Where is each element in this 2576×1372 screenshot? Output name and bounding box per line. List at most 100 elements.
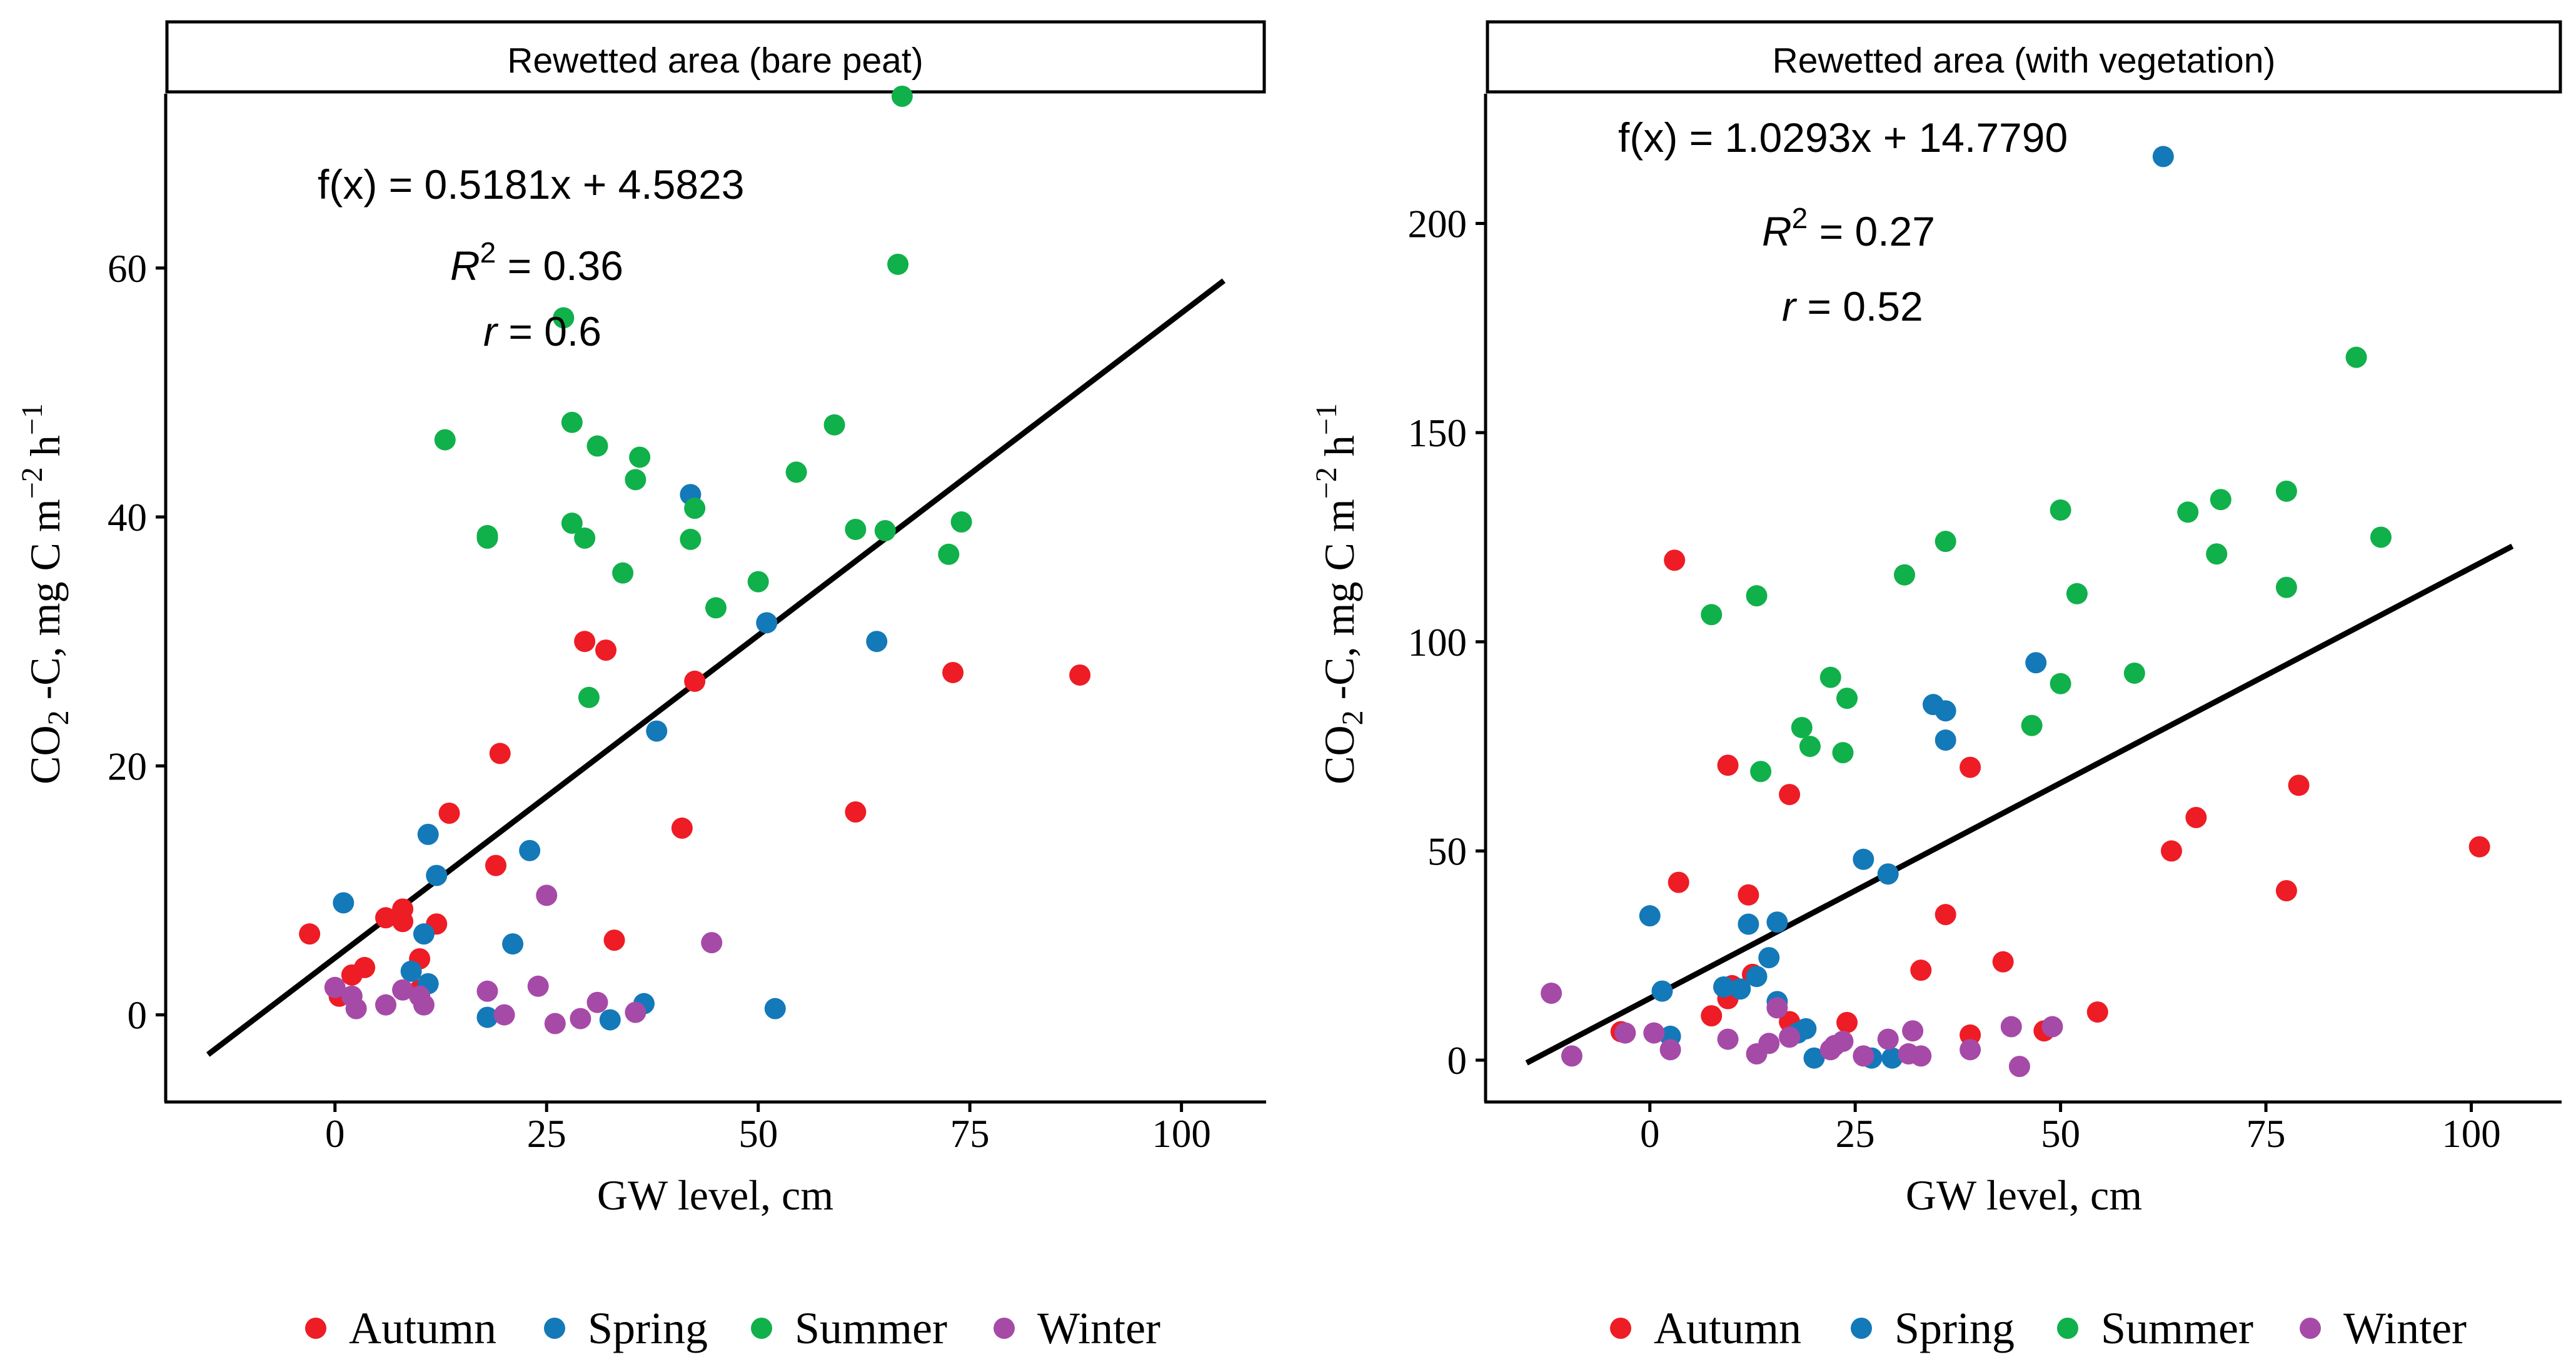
point-summer	[2066, 583, 2088, 604]
y-tick-label: 100	[1408, 621, 1467, 664]
point-winter	[2008, 1056, 2030, 1078]
ylabel-sub: 2	[1336, 710, 1369, 725]
legend-label-winter: Winter	[2343, 1303, 2467, 1353]
x-tick-label: 75	[2246, 1112, 2286, 1156]
point-autumn	[942, 661, 964, 683]
point-summer	[476, 524, 498, 546]
y-tick-label: 40	[108, 496, 147, 539]
point-summer	[2050, 673, 2071, 694]
point-spring	[1935, 729, 1956, 751]
x-tick-label: 50	[738, 1112, 778, 1156]
r-correlation: r = 0.6	[483, 308, 601, 354]
ylabel-mid: -C, mg C m	[1316, 499, 1363, 710]
x-tick-label: 0	[325, 1112, 345, 1156]
point-summer	[1750, 761, 1772, 783]
panel-title-strip	[165, 20, 1266, 94]
legend: Autumn Spring Summer Winter	[305, 1303, 1160, 1353]
x-tick-label: 0	[1640, 1112, 1660, 1156]
x-tick-label: 75	[950, 1112, 990, 1156]
point-autumn	[603, 929, 625, 951]
legend-marker-autumn	[305, 1318, 326, 1339]
point-autumn	[2288, 774, 2310, 796]
point-spring	[502, 933, 524, 955]
r-squared: R2 = 0.36	[450, 236, 623, 289]
point-autumn	[1910, 959, 1932, 981]
data-points	[299, 85, 1091, 1034]
point-winter	[375, 994, 396, 1016]
point-spring	[413, 923, 435, 945]
ylabel-sup1: −2	[16, 467, 49, 499]
regression-line-path	[206, 278, 1226, 1057]
legend-marker-winter	[2300, 1318, 2321, 1339]
point-autumn	[845, 801, 867, 823]
point-autumn	[392, 911, 414, 933]
point-summer	[629, 446, 651, 468]
r2-symbol: R	[1762, 208, 1792, 254]
r-correlation: r = 0.52	[1782, 283, 1923, 329]
point-winter	[493, 1004, 515, 1026]
point-winter	[1561, 1045, 1582, 1067]
point-summer	[680, 528, 702, 550]
point-autumn	[375, 907, 396, 929]
panel-title: Rewetted area (with vegetation)	[1773, 41, 2276, 81]
regression-line	[1525, 543, 2514, 1066]
point-spring	[1729, 978, 1751, 1000]
point-summer	[2370, 526, 2392, 548]
point-winter	[476, 980, 498, 1002]
point-spring	[476, 1006, 498, 1028]
point-winter	[1853, 1045, 1874, 1067]
legend-label-autumn: Autumn	[1654, 1303, 1801, 1353]
point-spring	[646, 720, 668, 742]
point-summer	[434, 429, 456, 451]
point-winter	[586, 991, 608, 1013]
point-autumn	[485, 854, 506, 876]
ylabel-pre: CO	[1316, 725, 1363, 784]
point-spring	[1935, 700, 1956, 722]
point-summer	[2123, 662, 2145, 684]
point-winter	[1614, 1022, 1636, 1044]
point-summer	[891, 85, 913, 107]
r-value: = 0.6	[497, 308, 601, 354]
ylabel-sup2: −1	[16, 403, 49, 435]
point-summer	[705, 597, 727, 619]
legend-marker-autumn	[1610, 1318, 1631, 1339]
point-spring	[519, 839, 541, 861]
point-spring	[1877, 863, 1899, 885]
point-autumn	[1836, 1011, 1858, 1033]
r2-sup: 2	[1792, 202, 1808, 234]
r2-value: = 0.36	[496, 243, 623, 289]
point-winter	[2041, 1016, 2063, 1038]
ticks: 0 25 50 75 100 0 20 40 60	[108, 247, 1211, 1156]
r-value: = 0.52	[1796, 283, 1923, 329]
point-autumn	[1701, 1005, 1723, 1027]
r-squared: R2 = 0.27	[1762, 202, 1935, 254]
point-spring	[2152, 146, 2174, 168]
point-summer	[1935, 531, 1956, 553]
point-winter	[1643, 1022, 1665, 1044]
point-autumn	[595, 639, 616, 661]
point-summer	[684, 498, 706, 519]
point-summer	[561, 411, 583, 433]
point-winter	[1717, 1028, 1739, 1050]
point-summer	[747, 571, 769, 593]
r-symbol: r	[1782, 283, 1798, 329]
x-axis-title: GW level, cm	[597, 1171, 833, 1219]
r2-value: = 0.27	[1808, 208, 1935, 254]
point-spring	[1746, 966, 1768, 988]
point-autumn	[1960, 756, 1981, 778]
x-tick-label: 25	[1836, 1112, 1875, 1156]
point-summer	[2050, 499, 2071, 521]
x-axis-title: GW level, cm	[1906, 1171, 2142, 1219]
point-summer	[612, 562, 634, 584]
ylabel-mid: -C, mg C m	[21, 499, 69, 710]
x-tick-label: 25	[527, 1112, 566, 1156]
point-winter	[1902, 1020, 1924, 1042]
y-tick-label: 60	[108, 247, 147, 291]
point-summer	[1819, 666, 1841, 688]
y-tick-label: 200	[1408, 202, 1467, 246]
point-winter	[1779, 1026, 1801, 1048]
point-spring	[764, 998, 786, 1019]
point-summer	[874, 519, 896, 541]
